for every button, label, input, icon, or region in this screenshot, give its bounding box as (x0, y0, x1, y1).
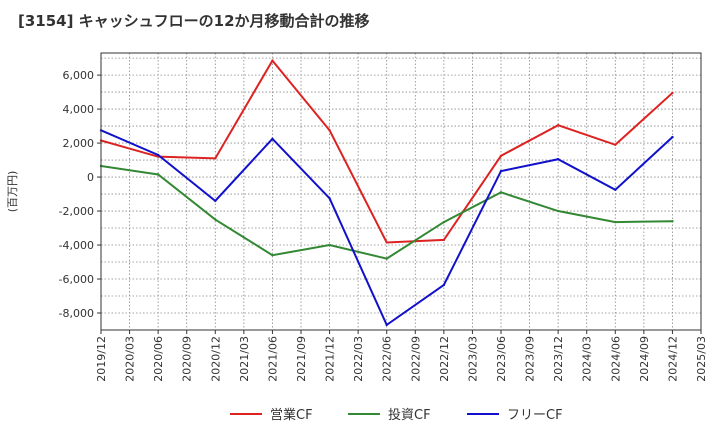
x-tick-label: 2022/06 (381, 336, 394, 382)
data-point (614, 220, 617, 224)
series-2 (99, 164, 674, 260)
data-point (328, 129, 331, 132)
data-point (614, 143, 617, 146)
data-point (556, 209, 560, 213)
x-tick-label: 2019/12 (95, 336, 108, 382)
x-tick-label: 2024/09 (638, 336, 651, 382)
series-lines (99, 58, 674, 327)
data-point (328, 243, 331, 247)
x-tick-label: 2024/06 (609, 336, 622, 382)
y-tick-label: 6,000 (63, 69, 95, 82)
y-tick-label: 0 (87, 171, 94, 184)
plot-frame (100, 52, 702, 331)
data-point (214, 157, 217, 160)
x-tick-label: 2025/03 (695, 336, 708, 382)
data-point (385, 323, 388, 327)
x-tick-label: 2021/12 (324, 336, 337, 382)
data-point (671, 91, 674, 95)
data-point (671, 220, 674, 223)
x-axis-ticks: 2019/12 2020/03 2020/06 2020/09 2020/12 2021/… (95, 330, 708, 382)
plot-area (101, 53, 701, 330)
x-tick-label: 2024/12 (666, 336, 679, 382)
legend-label: 投資CF (388, 407, 431, 423)
x-tick-label: 2023/06 (495, 336, 508, 382)
x-tick-label: 2022/09 (409, 336, 422, 382)
data-point (614, 188, 617, 192)
y-tick-label: -8,000 (59, 307, 94, 320)
data-point (271, 254, 274, 257)
x-tick-label: 2022/03 (352, 336, 365, 382)
data-point (442, 283, 446, 287)
y-tick-label: -4,000 (59, 239, 94, 252)
x-tick-label: 2020/12 (209, 336, 222, 382)
data-point (442, 238, 446, 242)
data-point (671, 135, 674, 139)
x-tick-label: 2021/03 (238, 336, 251, 382)
y-axis-label: (百万円) (6, 171, 19, 213)
x-tick-label: 2023/09 (524, 336, 537, 382)
y-tick-label: 2,000 (63, 137, 95, 150)
data-point (499, 154, 503, 158)
x-tick-label: 2022/12 (438, 336, 451, 382)
data-point (156, 173, 160, 176)
chart-title: [3154] キャッシュフローの12か月移動合計の推移 (18, 12, 370, 30)
data-point (156, 153, 160, 157)
data-point (328, 197, 331, 200)
series-3 (99, 129, 674, 327)
data-point (499, 191, 503, 194)
y-tick-label: 4,000 (63, 103, 95, 116)
x-tick-label: 2020/06 (152, 336, 165, 382)
x-tick-label: 2020/03 (124, 336, 137, 382)
y-tick-label: -6,000 (59, 273, 94, 286)
legend-label: 営業CF (270, 407, 313, 423)
x-tick-label: 2024/03 (581, 336, 594, 382)
x-tick-label: 2021/09 (295, 336, 308, 382)
data-point (271, 137, 274, 141)
grid (101, 53, 701, 331)
data-point (214, 218, 217, 221)
y-axis-ticks: 6,000 4,000 2,000 0 -2,000 -4,000 -6,000 -8,000 (59, 69, 101, 320)
x-tick-label: 2023/03 (466, 336, 479, 382)
x-tick-label: 2020/09 (181, 336, 194, 382)
legend-label: フリーCF (507, 408, 563, 423)
data-point (385, 241, 388, 244)
data-point (271, 59, 274, 62)
data-point (214, 199, 217, 203)
legend: 営業CF 投資CF フリーCF (230, 407, 563, 423)
data-point (385, 257, 388, 260)
y-tick-label: -2,000 (59, 205, 94, 218)
data-point (442, 220, 446, 224)
series-1 (99, 58, 674, 244)
data-point (556, 124, 560, 127)
data-point (499, 169, 503, 173)
x-tick-label: 2021/06 (266, 336, 279, 382)
x-tick-label: 2023/12 (552, 336, 565, 382)
data-point (556, 158, 560, 161)
